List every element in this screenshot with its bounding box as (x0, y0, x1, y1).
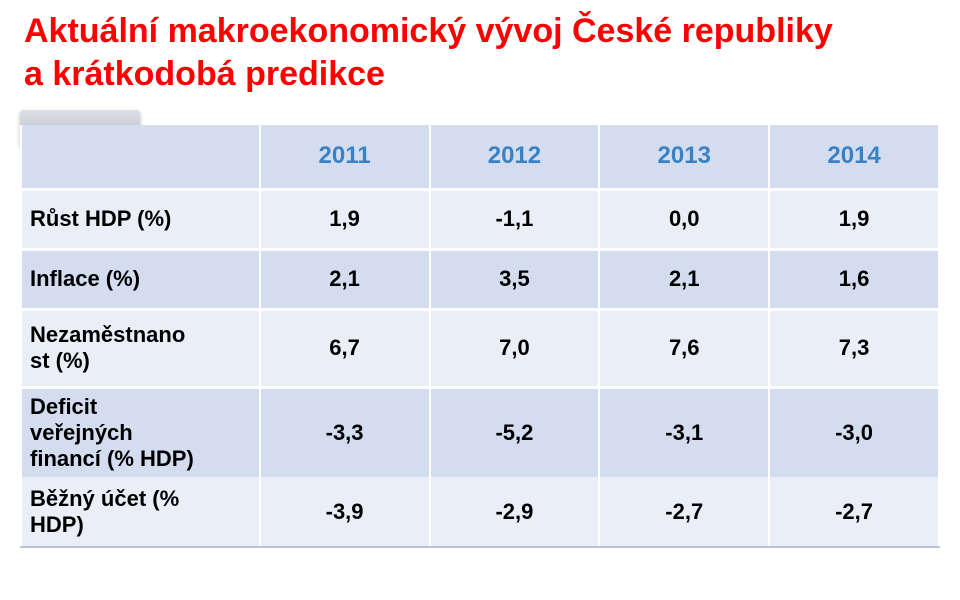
row-label: Deficitveřejnýchfinancí (% HDP) (21, 387, 260, 477)
row-label: Inflace (%) (21, 249, 260, 309)
cell: -2,7 (769, 477, 939, 547)
data-table-wrapper: 2011 2012 2013 2014 Růst HDP (%) 1,9 -1,… (20, 125, 940, 548)
cell: 7,6 (599, 309, 769, 387)
slide: Aktuální makroekonomický vývoj České rep… (0, 0, 960, 600)
table-row: Nezaměstnanost (%) 6,7 7,0 7,6 7,3 (21, 309, 939, 387)
row-label: Růst HDP (%) (21, 189, 260, 249)
cell: 7,0 (430, 309, 600, 387)
macro-table: 2011 2012 2013 2014 Růst HDP (%) 1,9 -1,… (20, 125, 940, 548)
cell: -3,1 (599, 387, 769, 477)
header-year: 2014 (769, 125, 939, 189)
table-header-row: 2011 2012 2013 2014 (21, 125, 939, 189)
title-line-1: Aktuální makroekonomický vývoj České rep… (24, 12, 833, 50)
cell: -2,9 (430, 477, 600, 547)
cell: 1,6 (769, 249, 939, 309)
title-line-2: a krátkodobá predikce (24, 55, 385, 93)
cell: 6,7 (260, 309, 430, 387)
cell: -1,1 (430, 189, 600, 249)
row-label: Běžný účet (%HDP) (21, 477, 260, 547)
cell: -3,0 (769, 387, 939, 477)
cell: -5,2 (430, 387, 600, 477)
cell: -2,7 (599, 477, 769, 547)
cell: 1,9 (769, 189, 939, 249)
table-row: Růst HDP (%) 1,9 -1,1 0,0 1,9 (21, 189, 939, 249)
cell: 1,9 (260, 189, 430, 249)
row-label: Nezaměstnanost (%) (21, 309, 260, 387)
page-title: Aktuální makroekonomický vývoj České rep… (24, 10, 940, 95)
cell: -3,3 (260, 387, 430, 477)
table-row: Běžný účet (%HDP) -3,9 -2,9 -2,7 -2,7 (21, 477, 939, 547)
cell: -3,9 (260, 477, 430, 547)
cell: 0,0 (599, 189, 769, 249)
table-row: Deficitveřejnýchfinancí (% HDP) -3,3 -5,… (21, 387, 939, 477)
header-year: 2013 (599, 125, 769, 189)
cell: 7,3 (769, 309, 939, 387)
cell: 2,1 (260, 249, 430, 309)
header-year: 2011 (260, 125, 430, 189)
cell: 2,1 (599, 249, 769, 309)
header-blank (21, 125, 260, 189)
header-year: 2012 (430, 125, 600, 189)
table-row: Inflace (%) 2,1 3,5 2,1 1,6 (21, 249, 939, 309)
cell: 3,5 (430, 249, 600, 309)
